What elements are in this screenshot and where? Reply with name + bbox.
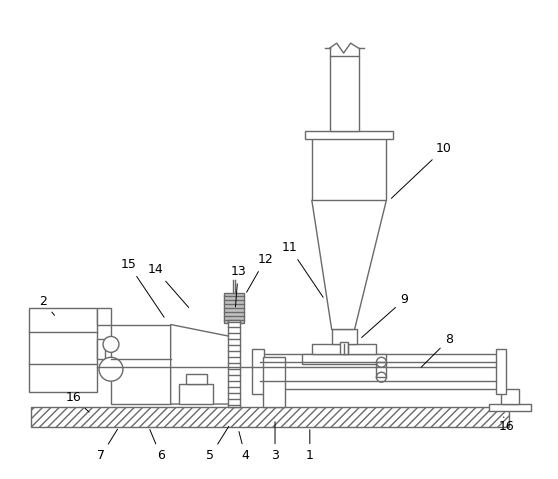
- Text: 16: 16: [499, 417, 514, 433]
- Bar: [330, 56, 359, 131]
- Text: 2: 2: [40, 295, 55, 315]
- Bar: [31, 407, 509, 427]
- Text: 5: 5: [206, 426, 229, 462]
- Text: 13: 13: [230, 265, 246, 307]
- Bar: [30, 308, 97, 392]
- Text: 14: 14: [148, 263, 189, 308]
- Bar: [312, 136, 386, 200]
- Bar: [97, 308, 111, 326]
- Text: 4: 4: [239, 432, 249, 462]
- Text: 8: 8: [421, 333, 453, 367]
- Bar: [331, 330, 357, 344]
- Text: 9: 9: [362, 293, 408, 338]
- Bar: [312, 344, 377, 354]
- Text: 7: 7: [97, 429, 118, 462]
- Text: 12: 12: [247, 253, 273, 292]
- Text: 16: 16: [65, 390, 89, 412]
- Bar: [489, 404, 531, 411]
- Bar: [260, 354, 499, 389]
- Circle shape: [103, 336, 119, 353]
- Bar: [228, 319, 240, 407]
- Bar: [179, 384, 213, 404]
- Bar: [252, 349, 264, 394]
- Text: 11: 11: [282, 241, 323, 297]
- Bar: [263, 357, 285, 407]
- Polygon shape: [171, 324, 230, 404]
- Text: 3: 3: [271, 422, 279, 462]
- Text: 1: 1: [306, 430, 314, 462]
- Bar: [97, 340, 105, 359]
- Bar: [171, 357, 181, 367]
- Bar: [302, 354, 386, 364]
- Bar: [305, 131, 393, 138]
- Text: 15: 15: [121, 258, 164, 317]
- Bar: [186, 374, 208, 384]
- Text: 10: 10: [391, 142, 452, 198]
- Bar: [496, 349, 506, 394]
- Bar: [111, 324, 171, 404]
- Circle shape: [377, 357, 386, 367]
- Circle shape: [377, 372, 386, 382]
- Circle shape: [99, 357, 123, 381]
- Text: 6: 6: [150, 430, 165, 462]
- Bar: [340, 342, 348, 354]
- Bar: [501, 389, 518, 404]
- Bar: [224, 293, 244, 322]
- Polygon shape: [312, 200, 386, 330]
